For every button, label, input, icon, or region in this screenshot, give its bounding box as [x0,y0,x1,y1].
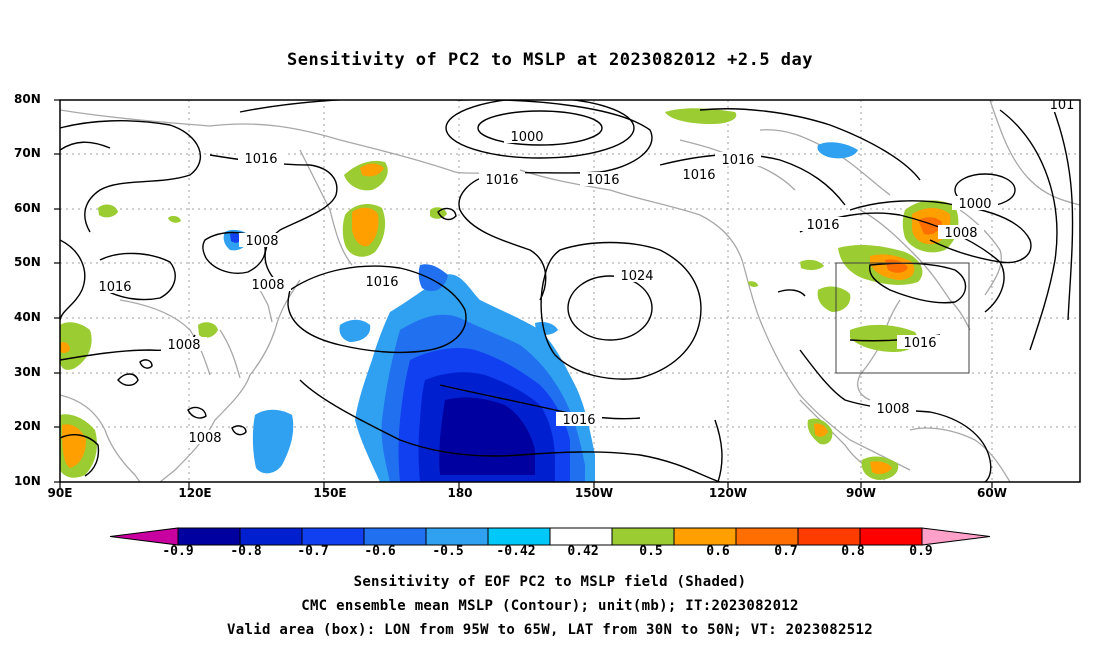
colorbar-label-neg-0-9: -0.9 [162,544,194,559]
lat-label-30n: 30N [14,365,41,379]
lon-label-90e: 90E [47,486,73,500]
lon-label-60w: 60W [977,486,1007,500]
colorbar-segment [673,527,737,546]
colorbar [109,527,991,546]
colorbar-label-neg-0-8: -0.8 [230,544,262,559]
map-frame [59,99,1081,483]
contour-label-1016-n3: 1016 [682,168,715,183]
lat-label-10n: 10N [14,474,41,488]
caption-contour: CMC ensemble mean MSLP (Contour); unit(m… [301,598,799,614]
contour-label-1016-ne: 1016 [806,218,839,233]
contour-label-1016-n1: 1016 [485,173,518,188]
lon-label-150e: 150E [313,486,347,500]
colorbar-label-neg-0-5: -0.5 [432,544,464,559]
caption-valid-area: Valid area (box): LON from 95W to 65W, L… [227,622,873,638]
lon-label-120e: 120E [178,486,212,500]
colorbar-label-0-6: 0.6 [706,544,730,559]
colorbar-segment [363,527,427,546]
contour-label-101-edge: 101 [1050,98,1075,113]
lat-label-40n: 40N [14,310,41,324]
valid-area-box [835,262,970,374]
colorbar-label-0-7: 0.7 [774,544,798,559]
colorbar-label-neg-0-7: -0.7 [297,544,329,559]
contour-label-1008-w4: 1008 [188,431,221,446]
lon-label-150w: 150W [574,486,614,500]
contour-label-1008-se: 1008 [876,402,909,417]
colorbar-label-0-42: 0.42 [567,544,599,559]
colorbar-label-neg-0-6: -0.6 [364,544,396,559]
colorbar-arrow-low [109,527,179,546]
contour-label-1008-w1: 1008 [245,234,278,249]
lon-label-120w: 120W [708,486,748,500]
colorbar-segment [797,527,861,546]
contour-label-1000-north: 1000 [510,130,543,145]
caption-shading: Sensitivity of EOF PC2 to MSLP field (Sh… [353,574,747,590]
colorbar-label-neg-0-42: -0.42 [496,544,536,559]
lat-label-70n: 70N [14,146,41,160]
colorbar-segment [487,527,551,546]
lon-label-90w: 90W [846,486,876,500]
colorbar-segment [301,527,365,546]
colorbar-segment [611,527,675,546]
contour-label-1016-w: 1016 [98,280,131,295]
colorbar-arrow-high [921,527,991,546]
contour-label-1008-w2: 1008 [251,278,284,293]
lat-label-80n: 80N [14,92,41,106]
contour-label-1016-box: 1016 [903,336,936,351]
colorbar-label-0-9: 0.9 [909,544,933,559]
contour-label-1016-nw: 1016 [244,152,277,167]
contour-label-1016-south: 1016 [562,413,595,428]
colorbar-segment [549,527,613,546]
map-title: Sensitivity of PC2 to MSLP at 2023082012… [286,50,813,70]
lat-label-20n: 20N [14,419,41,433]
contour-label-1016-mid: 1016 [365,275,398,290]
contour-label-1024: 1024 [620,269,653,284]
colorbar-segment [859,527,923,546]
coastlines [60,100,1080,482]
contour-label-1008-east: 1008 [944,226,977,241]
contour-label-1016-n2: 1016 [586,173,619,188]
lat-label-50n: 50N [14,255,41,269]
contour-label-1008-w3: 1008 [167,338,200,353]
contour-label-1000-east: 1000 [958,197,991,212]
colorbar-label-0-5: 0.5 [639,544,663,559]
mslp-contours [60,100,1074,482]
contour-label-1016-n4: 1016 [721,153,754,168]
lat-label-60n: 60N [14,201,41,215]
colorbar-segment [735,527,799,546]
colorbar-segment [239,527,303,546]
colorbar-segment [425,527,489,546]
map-panel: 1000 1000 1008 1016 1016 1016 1016 1016 … [54,98,1081,488]
lon-label-180: 180 [447,486,473,500]
colorbar-segment [177,527,241,546]
colorbar-label-0-8: 0.8 [841,544,865,559]
